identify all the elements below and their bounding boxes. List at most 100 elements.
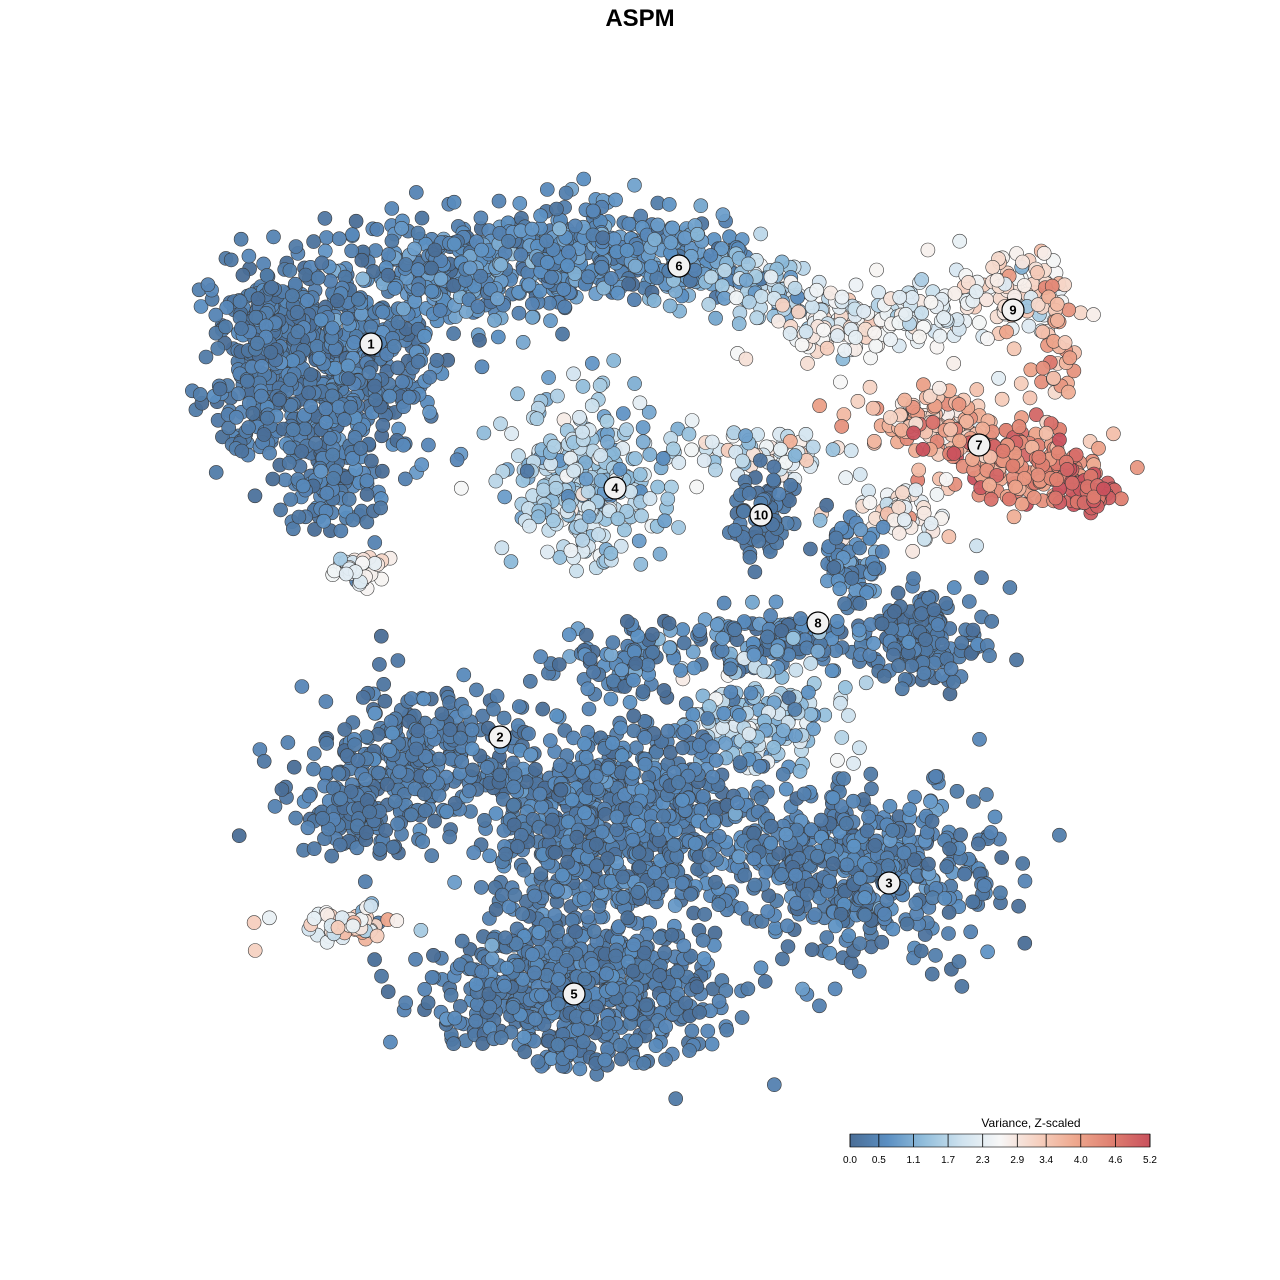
data-point — [540, 255, 555, 270]
data-point — [891, 525, 907, 541]
data-point — [1050, 313, 1065, 328]
data-point — [241, 248, 257, 264]
data-point — [283, 492, 298, 507]
data-point — [392, 764, 407, 780]
data-point — [929, 487, 945, 502]
data-point — [697, 907, 713, 922]
data-point — [858, 675, 874, 691]
data-point — [788, 728, 803, 744]
data-point — [745, 594, 760, 610]
data-point — [385, 725, 400, 741]
data-point — [664, 863, 680, 879]
data-point — [844, 570, 860, 586]
data-point — [1017, 873, 1033, 889]
data-point — [652, 546, 668, 562]
data-point — [208, 465, 224, 480]
data-point — [641, 404, 657, 420]
data-point — [390, 360, 406, 376]
data-point — [807, 907, 823, 922]
data-point — [1036, 246, 1052, 261]
data-point — [836, 407, 852, 422]
data-point — [446, 194, 462, 210]
data-point — [941, 926, 956, 941]
data-point — [284, 288, 300, 304]
data-point — [883, 332, 898, 347]
data-point — [370, 727, 386, 742]
data-point — [890, 585, 906, 601]
data-point — [431, 787, 447, 803]
data-point — [783, 477, 798, 493]
data-point — [775, 767, 791, 782]
data-point — [340, 371, 356, 387]
data-point — [914, 272, 930, 287]
data-point — [625, 832, 641, 848]
data-point — [498, 846, 513, 862]
data-point — [423, 724, 439, 739]
data-point — [1006, 341, 1022, 357]
data-point — [793, 611, 808, 626]
data-point — [928, 948, 943, 963]
data-point — [1046, 370, 1061, 386]
data-point — [708, 310, 723, 326]
data-point — [708, 753, 724, 768]
data-point — [841, 708, 856, 723]
data-point — [836, 771, 851, 787]
data-point — [965, 622, 981, 638]
data-point — [920, 242, 936, 258]
data-point — [907, 789, 922, 805]
data-point — [902, 802, 918, 817]
data-point — [306, 841, 322, 857]
data-point — [800, 356, 815, 371]
data-point — [198, 349, 214, 365]
data-point — [300, 820, 316, 836]
data-point — [613, 720, 629, 736]
data-point — [311, 350, 327, 366]
data-point — [345, 227, 360, 242]
data-point — [946, 580, 962, 595]
data-point — [803, 541, 818, 557]
data-point — [746, 825, 762, 841]
data-point — [1009, 652, 1024, 668]
data-point — [492, 767, 508, 783]
data-point — [310, 270, 326, 286]
data-point — [473, 210, 489, 226]
data-point — [577, 805, 592, 821]
data-point — [596, 280, 612, 296]
data-point — [954, 635, 970, 651]
data-point — [921, 856, 936, 872]
data-point — [449, 452, 465, 468]
data-point — [422, 369, 438, 385]
data-point — [512, 196, 528, 211]
data-point — [286, 759, 302, 775]
data-point — [898, 306, 914, 322]
data-point — [615, 869, 631, 885]
data-point — [486, 701, 501, 717]
data-point — [323, 273, 338, 289]
data-point — [208, 307, 224, 323]
data-point — [521, 277, 537, 293]
data-point — [1031, 449, 1047, 465]
data-point — [837, 680, 853, 695]
data-point — [816, 322, 831, 338]
data-point — [663, 235, 679, 250]
data-point — [414, 457, 430, 473]
data-point — [763, 818, 779, 834]
data-point — [974, 570, 989, 586]
data-point — [633, 556, 649, 572]
data-point — [446, 236, 462, 252]
data-point — [731, 316, 747, 332]
data-point — [634, 508, 649, 524]
data-point — [264, 280, 279, 295]
data-point — [1073, 305, 1088, 321]
data-point — [354, 252, 370, 268]
data-point — [830, 328, 845, 344]
data-point — [473, 268, 489, 284]
data-point — [422, 769, 438, 785]
data-point — [753, 226, 769, 242]
data-point — [610, 285, 626, 301]
data-point — [447, 875, 462, 890]
data-point — [396, 301, 411, 317]
data-point — [385, 839, 401, 855]
data-point — [515, 334, 531, 350]
data-point — [248, 309, 264, 325]
